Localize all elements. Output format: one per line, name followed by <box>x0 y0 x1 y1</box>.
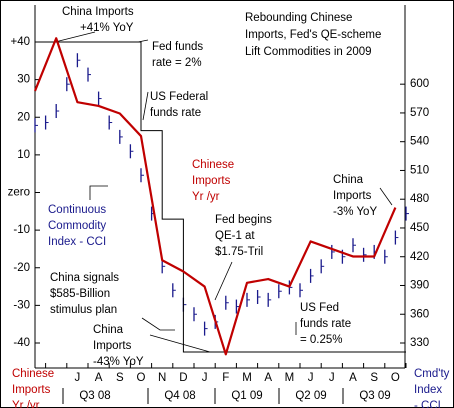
arrows <box>54 31 393 353</box>
annotation: Cmd'ty <box>414 368 450 380</box>
annotation: rate = 2% <box>152 57 202 69</box>
annotation: - CCI <box>414 400 441 408</box>
x-tick-label: D <box>179 372 187 384</box>
quarter-label: Q2 09 <box>295 390 326 402</box>
annotation: China <box>93 324 124 336</box>
arrow <box>214 261 233 301</box>
axes <box>34 5 406 369</box>
y-tick-label: -20 <box>13 262 30 274</box>
annotation: Imports <box>93 340 132 352</box>
annotation: -43% YoY <box>93 356 144 368</box>
annotation: US Fed <box>300 302 339 314</box>
annotation: Imports <box>333 190 372 202</box>
annotation: stimulus plan <box>50 304 117 316</box>
arrow <box>149 334 211 353</box>
y2-tick-label: 390 <box>410 280 429 292</box>
y-tick-label: -30 <box>13 299 30 311</box>
annotation: funds rate <box>150 107 201 119</box>
arrow <box>89 185 108 200</box>
annotation: China <box>333 174 364 186</box>
x-tick-label: O <box>137 372 146 384</box>
x-tick-label: N <box>158 372 166 384</box>
annotation: $585-Billion <box>50 288 110 300</box>
x-tick-label: A <box>95 372 103 384</box>
annotation: QE-1 at <box>215 230 255 242</box>
x-tick-label: A <box>349 372 357 384</box>
x-tick-label: M <box>285 372 295 384</box>
y2-tick-label: 360 <box>410 308 429 320</box>
y2-tick-label: 480 <box>410 193 429 205</box>
x-tick-label: A <box>264 372 272 384</box>
x-tick-label: J <box>202 372 208 384</box>
y-tick-label: zero <box>8 187 30 199</box>
annotation: Continuous <box>48 204 106 216</box>
annotation: China Imports <box>62 6 134 18</box>
annotation: funds rate <box>300 318 351 330</box>
china-imports-line <box>33 37 397 356</box>
y-tick-label: -10 <box>13 224 30 236</box>
title-line: Lift Commodities in 2009 <box>245 46 372 58</box>
x-tick-label: M <box>242 372 252 384</box>
x-tick-label: S <box>370 372 378 384</box>
annotation: Index <box>414 384 442 396</box>
annotation: China signals <box>50 272 119 284</box>
fed-funds-line <box>35 41 406 353</box>
y2-tick-label: 540 <box>410 136 429 148</box>
arrow <box>141 317 175 331</box>
arrow <box>142 91 149 121</box>
annotation: Yr /yr <box>12 400 40 408</box>
annotation: Chinese <box>192 159 234 171</box>
annotation: -3% YoY <box>333 206 377 218</box>
y-tick-label: 30 <box>17 74 30 86</box>
quarter-label: Q3 09 <box>359 390 390 402</box>
title-line: Rebounding Chinese <box>245 12 352 24</box>
x-tick-label: S <box>116 372 124 384</box>
y2-tick-label: 510 <box>410 164 429 176</box>
arrow <box>379 187 393 206</box>
annotation: = 0.25% <box>300 334 343 346</box>
annotation: Yr /yr <box>192 191 220 203</box>
x-tick-label: O <box>391 372 400 384</box>
x-tick-label: J <box>329 372 335 384</box>
annotation: Commodity <box>48 220 106 232</box>
y-tick-label: 10 <box>17 149 30 161</box>
annotation: Index - CCI <box>48 236 106 248</box>
annotation: Chinese <box>12 368 54 380</box>
title-line: Imports, Fed's QE-scheme <box>245 29 381 41</box>
annotation: +41% YoY <box>80 22 134 34</box>
quarter-label: Q1 09 <box>231 390 262 402</box>
quarter-label: Q4 08 <box>164 390 195 402</box>
quarter-label: Q3 08 <box>79 390 110 402</box>
x-tick-label: J <box>75 372 81 384</box>
x-tick-label: J <box>308 372 314 384</box>
annotation: Fed begins <box>215 214 272 226</box>
y-tick-label: 20 <box>17 111 30 123</box>
annotation: US Federal <box>150 91 208 103</box>
y-tick-label: -40 <box>13 337 30 349</box>
y2-tick-label: 330 <box>410 337 429 349</box>
y2-tick-label: 570 <box>410 107 429 119</box>
annotation: $1.75-Tril <box>215 246 263 258</box>
annotation: Fed funds <box>152 41 203 53</box>
arrow <box>54 31 96 43</box>
y2-tick-label: 450 <box>410 222 429 234</box>
y2-tick-label: 600 <box>410 78 429 90</box>
annotation: Imports <box>12 384 51 396</box>
annotation: Imports <box>192 175 231 187</box>
x-tick-label: F <box>222 372 229 384</box>
y-tick-label: +40 <box>10 36 30 48</box>
y2-tick-label: 420 <box>410 251 429 263</box>
